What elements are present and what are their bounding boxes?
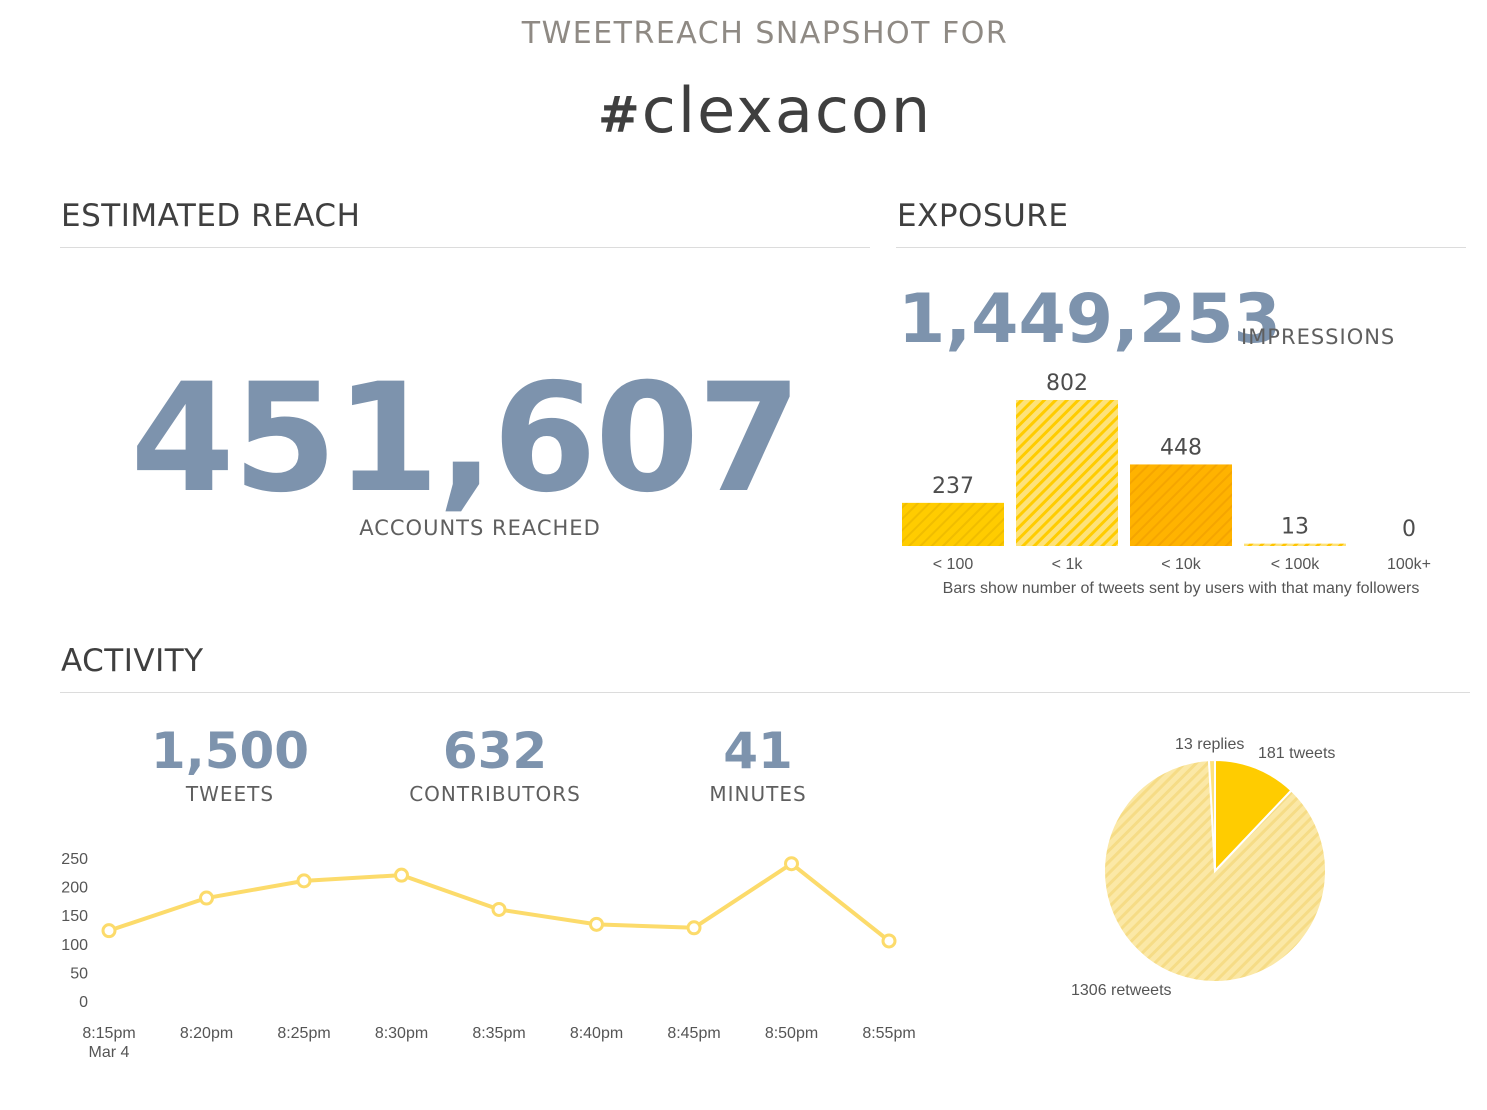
- pie-slice-label: 13 replies: [1175, 736, 1244, 753]
- exposure-bar: [902, 502, 1004, 546]
- stat-contributors: 632 CONTRIBUTORS: [375, 722, 615, 806]
- pie-slice-label: 181 tweets: [1258, 745, 1335, 762]
- activity-data-point: [296, 873, 312, 889]
- exposure-note: Bars show number of tweets sent by users…: [942, 580, 1420, 597]
- stat-minutes-value: 41: [723, 722, 793, 780]
- exposure-bar: [1130, 464, 1232, 546]
- impressions-label: IMPRESSIONS: [1241, 325, 1396, 349]
- exposure-title: EXPOSURE: [897, 198, 1069, 234]
- activity-data-point: [589, 916, 604, 932]
- stat-contributors-label: CONTRIBUTORS: [409, 782, 581, 806]
- hashtag-symbol: #: [597, 86, 642, 144]
- y-axis-tick: 150: [61, 908, 88, 925]
- stat-tweets: 1,500 TWEETS: [110, 722, 350, 806]
- y-axis-tick: 200: [61, 880, 88, 897]
- y-axis-tick: 100: [61, 937, 88, 954]
- exposure-divider: [896, 247, 1466, 248]
- exposure-bar-category: < 1k: [1052, 556, 1084, 573]
- exposure-bar: [1244, 543, 1346, 546]
- exposure-bar-value: 237: [932, 474, 974, 499]
- x-axis-tick: 8:40pm: [570, 1025, 623, 1042]
- impressions-value: 1,449,253: [898, 280, 1281, 359]
- x-axis-tick: 8:45pm: [667, 1025, 720, 1042]
- exposure-bar-value: 13: [1281, 515, 1309, 540]
- x-axis-tick: 8:50pm: [765, 1025, 818, 1042]
- stat-minutes: 41 MINUTES: [638, 722, 878, 806]
- tweet-type-pie-chart: 181 tweets 1306 retweets 13 replies: [1071, 736, 1335, 999]
- exposure-bar-value: 802: [1046, 371, 1088, 396]
- accounts-reached-value: 451,607: [130, 352, 801, 526]
- activity-divider: [60, 692, 1470, 693]
- stat-tweets-value: 1,500: [150, 722, 310, 780]
- x-axis-tick: 8:35pm: [472, 1025, 525, 1042]
- activity-line-chart: 0 50 100 150 200 250 8:15pm 8:20pm 8:25pm 8:30pm…: [61, 851, 915, 1061]
- exposure-bar-category: < 10k: [1161, 556, 1202, 573]
- hashtag-text: clexacon: [641, 74, 933, 147]
- y-axis-tick: 250: [61, 851, 88, 868]
- activity-data-point: [491, 901, 507, 917]
- activity-data-point: [784, 856, 799, 872]
- stat-minutes-label: MINUTES: [709, 782, 807, 806]
- exposure-bar-value: 0: [1402, 517, 1416, 542]
- estimated-reach-title: ESTIMATED REACH: [61, 198, 361, 234]
- activity-data-point: [101, 923, 117, 939]
- x-axis-date-label: Mar 4: [89, 1044, 130, 1061]
- x-axis-tick: 8:55pm: [862, 1025, 915, 1042]
- stat-tweets-label: TWEETS: [185, 782, 275, 806]
- activity-data-point: [199, 890, 214, 906]
- estimated-reach-divider: [60, 247, 870, 248]
- activity-data-point: [881, 933, 897, 949]
- pie-slice-label: 1306 retweets: [1071, 982, 1172, 999]
- x-axis-tick: 8:30pm: [375, 1025, 428, 1042]
- activity-data-point: [686, 920, 702, 936]
- exposure-bar-category: 100k+: [1387, 556, 1431, 573]
- follower-bar-chart: 237 < 100 802 < 1k 448 < 10k 13 < 100k 0 100k+: [902, 371, 1431, 573]
- x-axis-tick: 8:20pm: [180, 1025, 233, 1042]
- hashtag-title: #clexacon: [0, 74, 1487, 147]
- stat-contributors-value: 632: [442, 722, 548, 780]
- pie-slice: [1103, 759, 1327, 983]
- accounts-reached-label: ACCOUNTS REACHED: [359, 516, 601, 540]
- pie-slice: [1207, 758, 1216, 872]
- snapshot-subtitle: TWEETREACH SNAPSHOT FOR: [521, 16, 1009, 51]
- y-axis-tick: 50: [70, 965, 88, 982]
- exposure-bar-value: 448: [1160, 435, 1202, 460]
- y-axis-tick: 0: [79, 994, 88, 1011]
- activity-data-point: [394, 867, 409, 883]
- pie-slice: [1214, 758, 1293, 874]
- exposure-bar-category: < 100: [933, 556, 974, 573]
- x-axis-tick: 8:25pm: [277, 1025, 330, 1042]
- x-axis-tick: 8:15pm: [82, 1025, 135, 1042]
- exposure-bar: [1016, 400, 1118, 546]
- activity-title: ACTIVITY: [61, 643, 204, 679]
- exposure-bar-category: < 100k: [1271, 556, 1320, 573]
